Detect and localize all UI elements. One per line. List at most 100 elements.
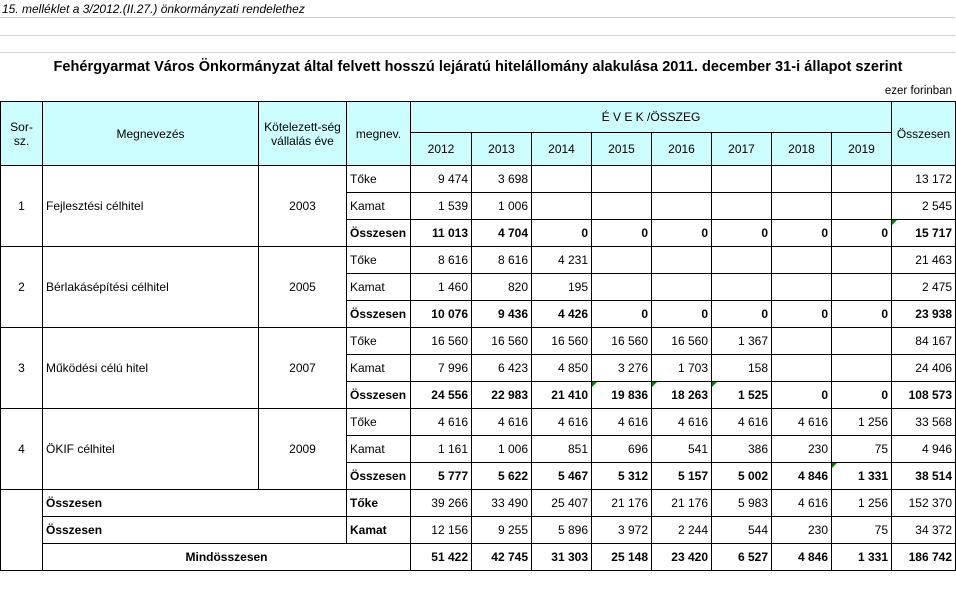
value-cell [711,165,772,193]
value-cell: 33 490 [471,489,532,517]
value-cell [831,192,892,220]
value-cell [831,246,892,274]
value-cell: 1 525 [711,381,772,409]
value-cell: 2 244 [651,516,712,544]
summary-name: Összesen [42,516,347,544]
value-cell [711,246,772,274]
value-cell: 16 560 [531,327,592,355]
row-total: 13 172 [891,165,956,193]
grand-total-row: Mindösszesen 51 422 42 745 31 303 25 148 23 4… [1,543,956,571]
row-total: 2 475 [891,273,956,301]
value-cell: 386 [711,435,772,463]
value-cell: 5 312 [591,462,652,490]
value-cell [651,192,712,220]
value-cell [591,192,652,220]
row-total: 24 406 [891,354,956,382]
loan-table: Sor-sz. Megnevezés Kötelezett-ség vállal… [0,101,956,571]
empty-row [0,18,955,36]
value-cell: 6 423 [471,354,532,382]
value-cell: 21 176 [591,489,652,517]
value-cell: 230 [771,516,832,544]
year-header: 2017 [711,132,772,166]
row-label: Összesen [346,300,411,328]
table-row: 3 Működési célú hitel 2007 Tőke 16 560 16 560… [0,327,956,409]
col-sorsz: Sor-sz. [0,101,43,166]
value-cell: 4 616 [771,489,832,517]
value-cell: 11 013 [410,219,472,247]
value-cell: 1 331 [831,462,892,490]
loan-name: ÖKIF célhitel [42,408,259,490]
value-cell: 4 231 [531,246,592,274]
value-cell [771,273,832,301]
value-cell: 4 616 [531,408,592,436]
value-cell: 75 [831,516,892,544]
value-cell [771,327,832,355]
value-cell: 1 539 [410,192,472,220]
summary-blank [0,489,43,571]
value-cell: 1 161 [410,435,472,463]
value-cell: 5 157 [651,462,712,490]
commitment-year: 2003 [258,165,347,247]
value-cell [531,165,592,193]
commitment-year: 2007 [258,327,347,409]
value-cell: 8 616 [471,246,532,274]
summary-row: Összesen Kamat 12 156 9 255 5 896 3 972 2 244 5… [1,516,956,544]
row-number: 2 [0,246,43,328]
value-cell [831,273,892,301]
value-cell: 1 331 [831,543,892,571]
value-cell: 0 [831,219,892,247]
header-note: 15. melléklet a 3/2012.(II.27.) önkormán… [0,0,955,18]
value-cell: 0 [711,219,772,247]
value-cell: 25 407 [531,489,592,517]
value-cell: 544 [711,516,772,544]
value-cell: 1 460 [410,273,472,301]
value-cell: 0 [771,300,832,328]
value-cell: 1 256 [831,408,892,436]
value-cell: 541 [651,435,712,463]
value-cell: 16 560 [651,327,712,355]
value-cell: 195 [531,273,592,301]
row-label: Összesen [346,381,411,409]
table-row: Kamat 1 539 1 006 2 545 [1,192,956,220]
value-cell: 1 256 [831,489,892,517]
value-cell [831,327,892,355]
row-total: 34 372 [891,516,956,544]
row-label: Kamat [346,192,411,220]
row-total: 152 370 [891,489,956,517]
table-row: Kamat 7 996 6 423 4 850 3 276 1 703 158 24 406 [1,354,956,382]
value-cell [591,246,652,274]
value-cell: 10 076 [410,300,472,328]
year-header: 2019 [831,132,892,166]
value-cell: 21 410 [531,381,592,409]
value-cell [651,246,712,274]
value-cell: 9 436 [471,300,532,328]
value-cell [771,192,832,220]
value-cell: 18 263 [651,381,712,409]
value-cell: 1 006 [471,192,532,220]
year-header: 2015 [591,132,652,166]
value-cell [771,354,832,382]
summary-label: Kamat [346,516,411,544]
value-cell: 5 983 [711,489,772,517]
value-cell: 4 850 [531,354,592,382]
value-cell: 3 698 [471,165,532,193]
row-total: 84 167 [891,327,956,355]
row-label: Tőke [346,165,411,193]
table-row: Összesen 24 556 22 983 21 410 19 836 18 263 1 … [1,381,956,409]
col-evek: É V E K /ÖSSZEG [410,101,892,133]
row-total: 23 938 [891,300,956,328]
row-total: 186 742 [891,543,956,571]
value-cell: 0 [771,381,832,409]
value-cell: 4 846 [771,462,832,490]
value-cell: 7 996 [410,354,472,382]
row-label: Tőke [346,327,411,355]
row-total: 33 568 [891,408,956,436]
value-cell [651,165,712,193]
value-cell: 31 303 [531,543,592,571]
row-total: 108 573 [891,381,956,409]
unit-label: ezer forinban [884,85,952,97]
value-cell [831,165,892,193]
value-cell: 4 616 [711,408,772,436]
value-cell [591,273,652,301]
row-label: Kamat [346,273,411,301]
